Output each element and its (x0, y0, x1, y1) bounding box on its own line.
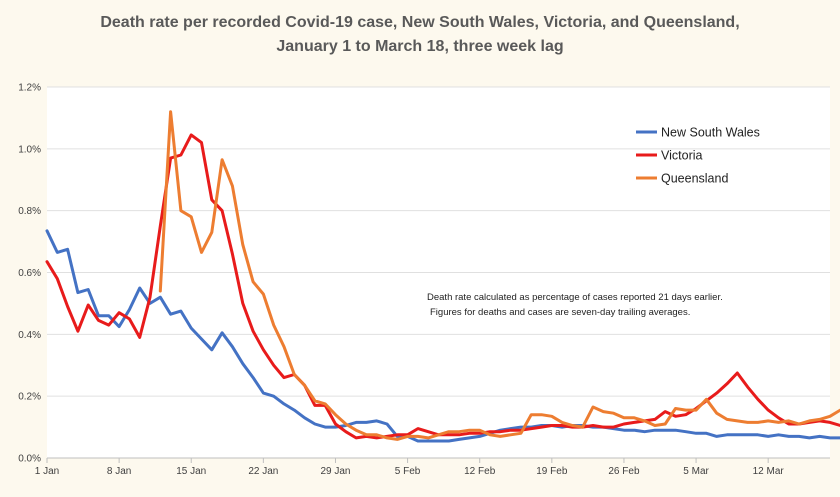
x-tick-label: 26 Feb (608, 466, 640, 477)
x-tick-label: 19 Feb (536, 466, 568, 477)
x-tick-label: 12 Mar (753, 466, 785, 477)
y-axis-tick-labels: 0.0% 0.2% 0.4% 0.6% 0.8% 1.0% 1.2% (18, 83, 41, 465)
x-tick-label: 29 Jan (320, 466, 350, 477)
series-lines (45, 110, 840, 443)
y-tick-label: 0.0% (18, 454, 41, 465)
series-line-new-south-wales (45, 229, 840, 443)
y-tick-label: 0.8% (18, 206, 41, 217)
annotation-line2: Figures for deaths and cases are seven-d… (430, 307, 690, 318)
x-tick-label: 5 Feb (395, 466, 421, 477)
x-tick-label: 5 Mar (683, 466, 709, 477)
x-tick-label: 12 Feb (464, 466, 496, 477)
chart-title-line2: January 1 to March 18, three week lag (276, 38, 563, 55)
annotation-line1: Death rate calculated as percentage of c… (427, 292, 723, 303)
x-tick-label: 8 Jan (107, 466, 131, 477)
series-line-victoria (45, 133, 840, 440)
y-tick-label: 1.0% (18, 144, 41, 155)
chart-title-line1: Death rate per recorded Covid-19 case, N… (100, 14, 739, 31)
y-tick-label: 0.2% (18, 392, 41, 403)
x-tick-label: 15 Jan (176, 466, 206, 477)
y-tick-label: 0.6% (18, 268, 41, 279)
legend-label-victoria: Victoria (661, 149, 703, 163)
y-tick-label: 1.2% (18, 83, 41, 94)
legend: New South Wales Victoria Queensland (636, 126, 760, 186)
y-tick-label: 0.4% (18, 330, 41, 341)
series-line-queensland (158, 110, 840, 441)
legend-label-new-south-wales: New South Wales (661, 126, 760, 140)
x-axis-tick-labels: 1 Jan 8 Jan 15 Jan 22 Jan 29 Jan 5 Feb 12 Feb 1… (35, 458, 785, 477)
gridlines (47, 86, 830, 459)
legend-label-queensland: Queensland (661, 172, 728, 186)
x-tick-label: 22 Jan (248, 466, 278, 477)
x-tick-label: 1 Jan (35, 466, 59, 477)
